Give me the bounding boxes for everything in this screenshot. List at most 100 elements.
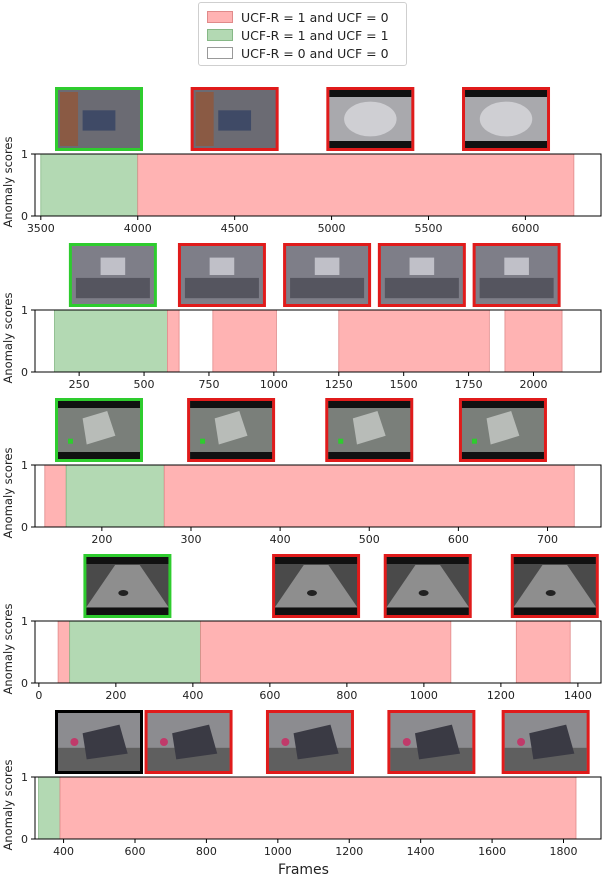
thumbnail-detail [402,738,411,746]
frame-thumbnail [187,398,276,462]
legend-label: UCF-R = 1 and UCF = 1 [241,27,389,43]
y-tick-label: 1 [21,459,28,472]
thumbnail-detail [471,438,477,444]
span-red [44,464,67,528]
plot-frame [34,620,602,684]
thumbnail-detail [338,438,344,444]
thumbnail-letterbox [190,452,273,459]
x-tick-label: 3500 [27,222,55,235]
frame-thumbnail [501,710,590,774]
y-axis-label: Anomaly scores [1,137,15,228]
x-tick-label: 700 [537,533,558,546]
legend-entry-white: UCF-R = 0 and UCF = 0 [207,46,389,61]
chart-4: 0 1 0 200 400 600 800 1000 1200 1400 Anomaly score… [1,554,602,702]
thumbnail-detail [82,110,116,131]
thumbnail-detail [200,438,206,444]
thumbnail-detail [68,438,73,444]
thumbnail-detail [70,738,79,746]
x-tick-label: 5000 [318,222,346,235]
thumbnail-detail [517,738,526,746]
x-tick-label: 300 [180,533,201,546]
thumbnail-letterbox [386,608,469,615]
plot-frame [34,776,602,840]
x-tick-label: 5500 [414,222,442,235]
x-tick-label: 800 [336,689,357,702]
thumbnail-letterbox [58,401,140,408]
thumbnail-letterbox [465,90,548,97]
x-tick-label: 500 [134,378,155,391]
x-tick-label: 400 [182,689,203,702]
thumbnail-detail [384,277,459,299]
span-red [137,153,575,217]
x-tick-label: 600 [259,689,280,702]
x-tick-label: 400 [270,533,291,546]
legend: UCF-R = 1 and UCF = 0 UCF-R = 1 and UCF … [198,2,407,66]
span-red [212,309,277,373]
span-red [200,620,452,684]
chart-1: 0 1 3500 4000 4500 5000 5500 6000 Anomaly scores [1,87,602,235]
thumbnail-detail [159,738,168,746]
thumbnail-letterbox [275,557,358,564]
x-tick-label: 600 [448,533,469,546]
span-red [167,309,180,373]
thumbnail-detail [184,277,259,299]
thumbnail-letterbox [190,401,273,408]
x-tick-label: 1200 [487,689,515,702]
span-green [65,464,165,528]
legend-swatch-red [207,11,233,23]
legend-entry-green: UCF-R = 1 and UCF = 1 [207,27,389,43]
x-tick-label: 6000 [511,222,539,235]
thumbnail-detail [529,724,575,760]
plot-frame [34,309,602,373]
thumbnail-detail [352,411,386,445]
thumbnail-letterbox [86,557,169,564]
thumbnail-detail [118,589,129,596]
frame-thumbnail [83,554,172,618]
x-tick-label: 1000 [260,378,288,391]
span-red [163,464,575,528]
y-tick-label: 1 [21,771,28,784]
x-tick-label: 200 [105,689,126,702]
x-tick-label: 250 [69,378,90,391]
thumbnail-detail [218,110,252,131]
span-red [338,309,490,373]
x-tick-label: 4000 [124,222,152,235]
thumbnail-detail [344,101,397,137]
x-tick-label: 600 [124,845,145,858]
span-red [57,620,71,684]
frame-thumbnail [326,87,415,151]
y-tick-label: 0 [21,677,28,690]
span-red [515,620,571,684]
thumbnail-letterbox [513,608,596,615]
y-axis-label: Anomaly scores [1,448,15,539]
y-tick-label: 1 [21,615,28,628]
y-axis-label: Anomaly scores [1,760,15,851]
y-axis-label: Anomaly scores [1,293,15,384]
plot-frame [34,153,602,217]
y-tick-label: 1 [21,304,28,317]
thumbnail-detail [214,411,248,445]
thumbnail-detail [209,257,235,275]
thumbnail-detail [60,92,79,146]
thumbnail-detail [486,411,520,445]
span-red [59,776,577,840]
x-tick-label: 1800 [550,845,578,858]
x-tick-label: 1750 [455,378,483,391]
thumbnail-letterbox [386,557,469,564]
frame-thumbnail [144,710,233,774]
thumbnail-detail [504,257,529,275]
thumbnail-letterbox [513,557,596,564]
x-tick-label: 1400 [407,845,435,858]
y-tick-label: 0 [21,366,28,379]
x-tick-label: 1000 [264,845,292,858]
thumbnail-detail [275,565,358,607]
y-tick-label: 1 [21,148,28,161]
frame-thumbnail [472,243,561,307]
thumbnail-detail [281,738,290,746]
frame-thumbnail [383,554,472,618]
frame-thumbnail [510,554,599,618]
thumbnail-letterbox [328,401,411,408]
x-tick-label: 1400 [564,689,592,702]
legend-label: UCF-R = 1 and UCF = 0 [241,9,389,25]
